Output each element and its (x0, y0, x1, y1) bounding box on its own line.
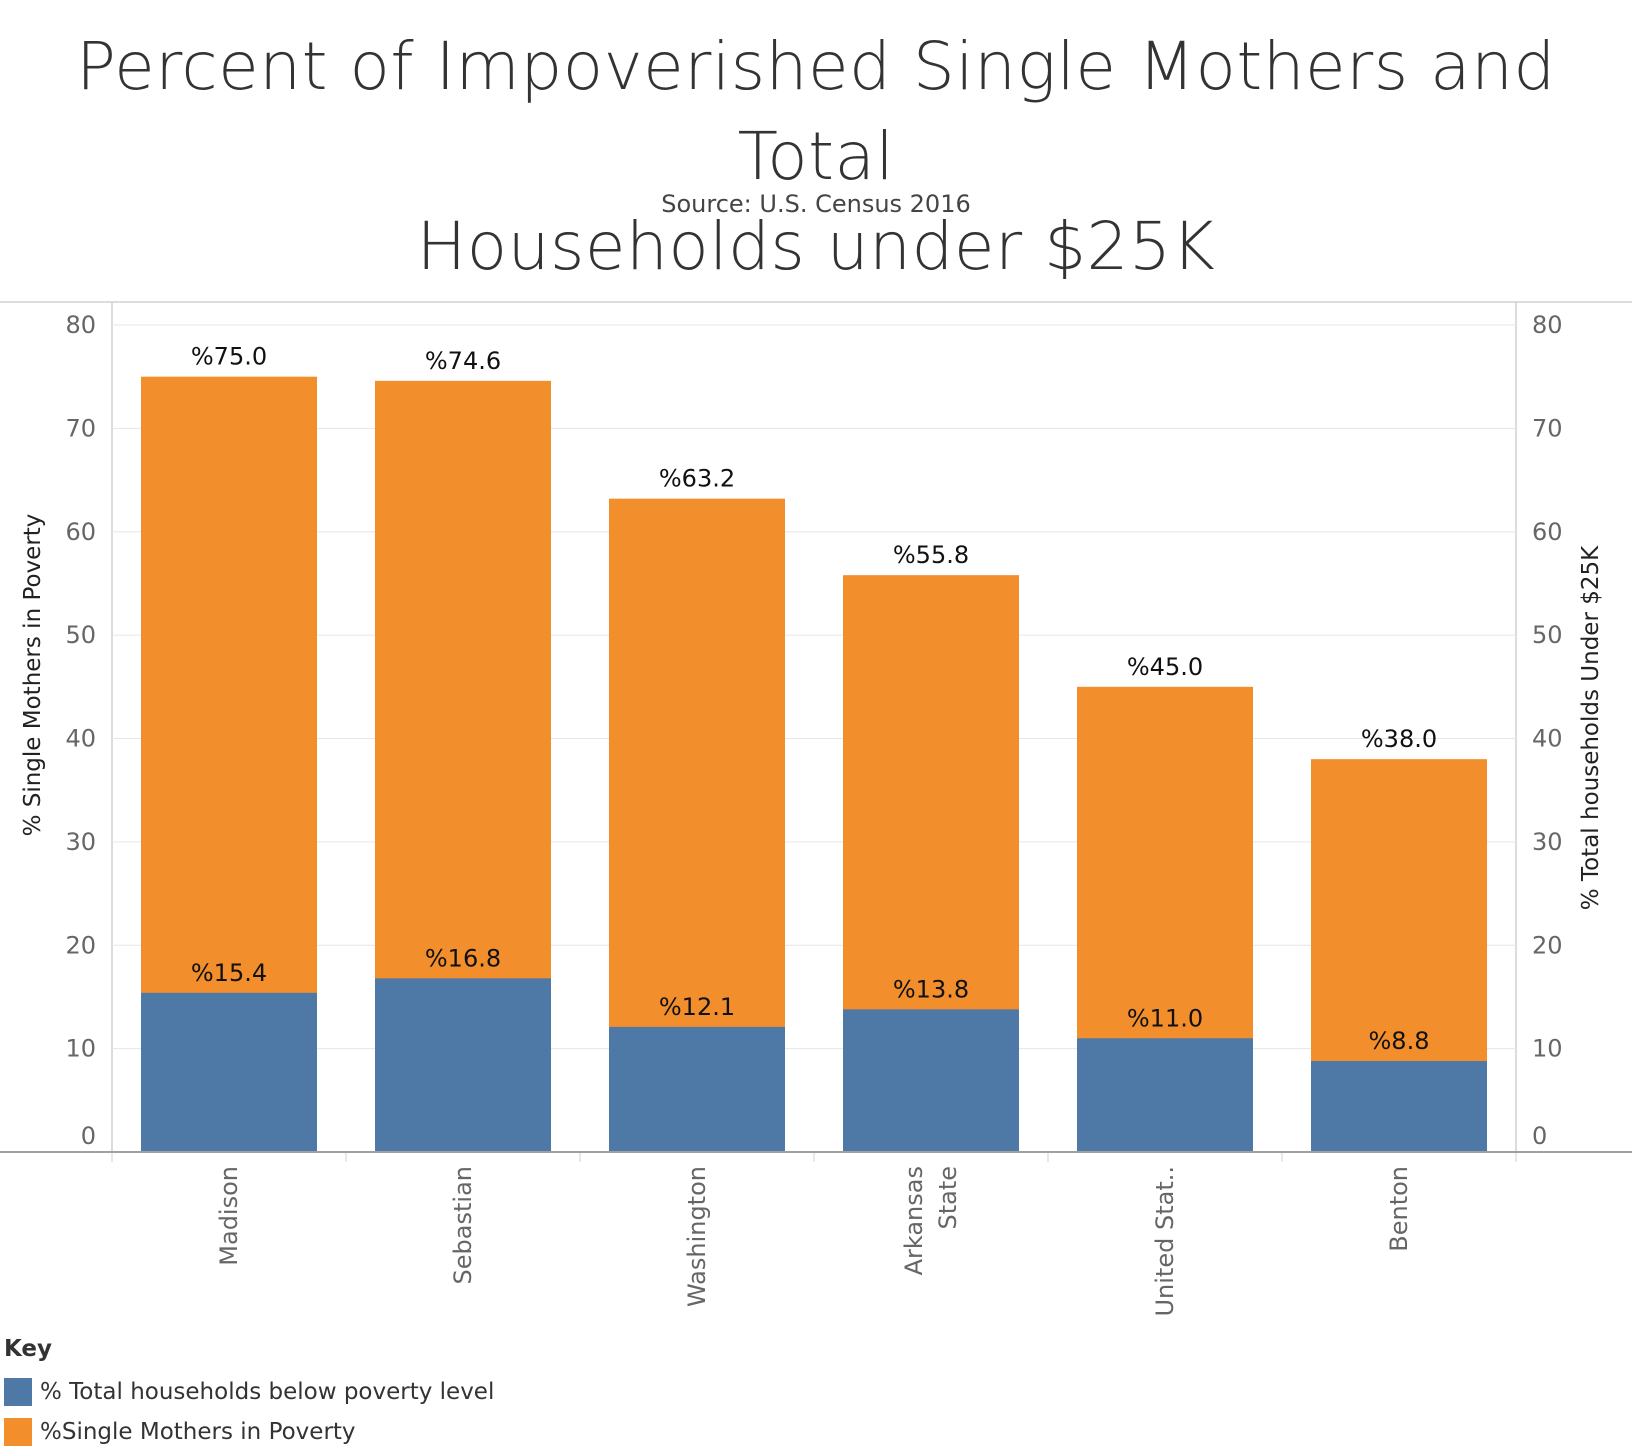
legend-label-households: % Total households below poverty level (40, 1379, 495, 1405)
y-tick-label-left: 50 (65, 621, 96, 649)
legend-title: Key (4, 1336, 53, 1362)
y-tick-label-left: 80 (65, 311, 96, 339)
bar-households (843, 1009, 1019, 1152)
y-tick-label-right: 10 (1532, 1035, 1563, 1063)
y-axis-title-right: % Total households Under $25K (1578, 545, 1604, 910)
bar-households (141, 992, 317, 1152)
bar-households (375, 978, 551, 1152)
y-tick-label-right: 80 (1532, 311, 1563, 339)
y-tick-label-right: 30 (1532, 828, 1563, 856)
legend-swatch-households (4, 1378, 32, 1406)
x-category-label: Arkansas (900, 1166, 928, 1275)
data-label-households: %12.1 (659, 993, 735, 1021)
chart-title-line-1: Percent of Impoverished Single Mothers a… (76, 28, 1556, 195)
x-category-label: Benton (1385, 1166, 1413, 1252)
y-axis-title-left: % Single Mothers in Poverty (20, 514, 46, 837)
y-tick-label-left: 60 (65, 518, 96, 546)
legend-item-single-mothers: %Single Mothers in Poverty (4, 1412, 494, 1452)
y-tick-label-left: 30 (65, 828, 96, 856)
data-label-households: %15.4 (191, 959, 267, 987)
legend-label-single-mothers: %Single Mothers in Poverty (40, 1419, 356, 1445)
y-tick-label-right: 60 (1532, 518, 1563, 546)
legend: Key % Total households below poverty lev… (4, 1336, 494, 1452)
y-tick-label-right: 20 (1532, 931, 1563, 959)
x-category-label: State (934, 1166, 962, 1230)
data-label-households: %11.0 (1127, 1004, 1203, 1032)
legend-swatch-single-mothers (4, 1418, 32, 1446)
y-tick-label-right: 0 (1532, 1122, 1547, 1150)
data-label-single-mothers: %75.0 (191, 343, 267, 371)
x-category-label: Washington (683, 1166, 711, 1307)
chart-title: Percent of Impoverished Single Mothers a… (0, 22, 1632, 292)
y-tick-label-right: 50 (1532, 621, 1563, 649)
bar-households (1311, 1061, 1487, 1152)
x-category-label: Sebastian (449, 1166, 477, 1284)
y-tick-label-right: 40 (1532, 725, 1563, 753)
data-label-single-mothers: %55.8 (893, 541, 969, 569)
x-category-label: Madison (215, 1166, 243, 1266)
data-label-households: %13.8 (893, 975, 969, 1003)
data-label-single-mothers: %74.6 (425, 347, 501, 375)
y-tick-label-left: 0 (81, 1122, 96, 1150)
y-tick-label-left: 20 (65, 931, 96, 959)
y-tick-label-left: 40 (65, 725, 96, 753)
data-label-households: %16.8 (425, 944, 501, 972)
chart-subtitle: Source: U.S. Census 2016 (661, 190, 971, 218)
bar-households (1077, 1038, 1253, 1152)
data-label-households: %8.8 (1369, 1027, 1430, 1055)
data-label-single-mothers: %38.0 (1361, 725, 1437, 753)
chart-title-line-2: Households under $25K (416, 208, 1216, 285)
data-label-single-mothers: %45.0 (1127, 653, 1203, 681)
y-tick-label-right: 70 (1532, 414, 1563, 442)
data-label-single-mothers: %63.2 (659, 465, 735, 493)
bar-households (609, 1026, 785, 1152)
legend-item-households: % Total households below poverty level (4, 1372, 494, 1412)
y-tick-label-left: 10 (65, 1035, 96, 1063)
x-category-label: United Stat.. (1151, 1166, 1179, 1317)
y-tick-label-left: 70 (65, 414, 96, 442)
